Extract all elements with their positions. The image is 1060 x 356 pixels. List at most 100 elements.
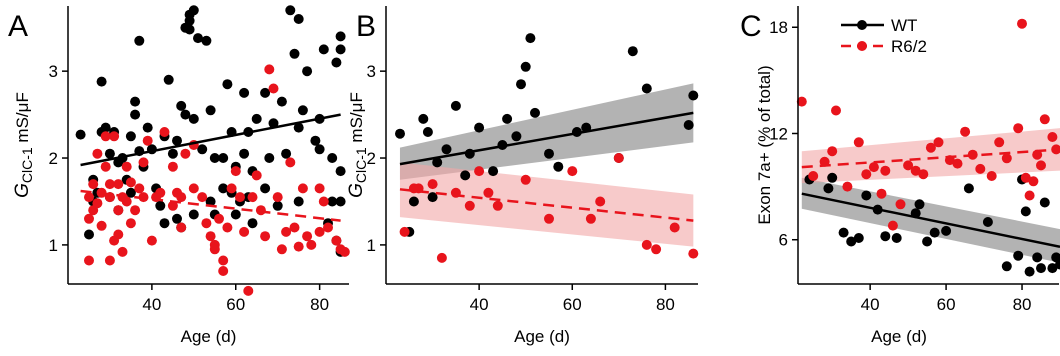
fit-line-wt (801, 192, 1060, 249)
point-r62 (272, 192, 283, 203)
point-r62 (218, 255, 229, 266)
point-wt (188, 113, 199, 124)
point-r62 (142, 135, 153, 146)
point-wt (180, 109, 191, 120)
point-wt (1001, 261, 1012, 272)
point-wt (314, 144, 325, 155)
point-r62 (239, 226, 250, 237)
point-wt (100, 122, 111, 133)
point-r62 (994, 137, 1005, 148)
point-r62 (910, 165, 921, 176)
point-wt (891, 233, 902, 243)
point-r62 (109, 131, 120, 142)
point-wt (460, 170, 471, 181)
point-wt (922, 236, 933, 247)
y-axis-label: Exon 7a+ (% of total) (755, 65, 774, 224)
point-wt (268, 118, 279, 129)
point-r62 (918, 169, 929, 180)
panel-b: 40 60 80 1 2 3 Age (d) GClC-1 mS/μF B (346, 6, 699, 346)
point-r62 (243, 285, 254, 296)
point-wt (293, 14, 304, 24)
point-wt (222, 79, 233, 90)
legend-wt-label: WT (891, 16, 917, 35)
point-r62 (285, 157, 296, 168)
point-r62 (104, 255, 115, 266)
point-wt (335, 44, 346, 55)
point-r62 (314, 183, 325, 194)
point-r62 (247, 192, 258, 203)
point-wt (205, 105, 216, 116)
point-r62 (887, 220, 898, 231)
panel-letter: B (356, 10, 376, 43)
point-r62 (205, 231, 216, 242)
point-wt (880, 231, 891, 242)
panel-c: 40 60 80 6 12 18 Age (d) Exon 7a+ (% of total) C (740, 6, 1060, 346)
point-wt (289, 48, 300, 59)
y-tick-label: 2 (367, 149, 376, 168)
x-axis-label: Age (d) (514, 327, 570, 346)
point-wt (130, 96, 141, 107)
point-r62 (84, 255, 94, 266)
x-tick-label: 40 (470, 295, 489, 314)
point-r62 (831, 105, 841, 116)
point-r62 (155, 187, 166, 198)
confidence-band-wt (399, 83, 694, 180)
point-r62 (302, 231, 313, 242)
point-r62 (180, 148, 191, 159)
point-r62 (880, 165, 891, 176)
point-r62 (159, 127, 170, 137)
panel-a: 40 60 80 1 2 3 Age (d) GClC-1 mS/μF A (8, 5, 350, 346)
point-wt (1024, 266, 1035, 277)
point-wt (516, 79, 526, 90)
point-r62 (925, 142, 936, 153)
point-r62 (255, 205, 266, 216)
point-wt (683, 120, 694, 130)
point-wt (104, 148, 115, 159)
point-r62 (214, 213, 224, 224)
point-wt (310, 135, 321, 146)
point-wt (1020, 206, 1031, 217)
point-r62 (306, 239, 317, 250)
point-r62 (331, 235, 342, 246)
point-r62 (125, 218, 136, 229)
point-r62 (464, 200, 475, 211)
point-r62 (641, 239, 652, 250)
point-wt (176, 100, 187, 111)
point-wt (846, 236, 857, 247)
point-r62 (1032, 149, 1043, 160)
y-tick-label: 1 (367, 236, 376, 255)
y-tick-label: 3 (49, 62, 58, 81)
legend-r62-marker (857, 41, 867, 51)
point-r62 (230, 166, 241, 177)
point-r62 (92, 148, 103, 159)
point-wt (450, 100, 461, 111)
point-r62 (688, 248, 699, 259)
point-wt (941, 225, 952, 236)
point-r62 (399, 226, 410, 237)
point-r62 (1028, 176, 1039, 187)
point-wt (293, 196, 304, 207)
point-wt (525, 33, 536, 44)
point-r62 (876, 188, 887, 199)
point-r62 (197, 192, 208, 203)
point-wt (285, 5, 296, 16)
panel-letter: C (740, 10, 762, 43)
point-r62 (492, 200, 503, 211)
point-wt (914, 199, 925, 210)
point-wt (827, 172, 838, 183)
point-r62 (1017, 18, 1027, 29)
point-wt (553, 161, 564, 172)
x-axis-label: Age (d) (871, 327, 927, 346)
point-wt (1032, 252, 1043, 263)
point-r62 (323, 222, 333, 233)
point-r62 (1047, 132, 1058, 142)
point-wt (530, 107, 540, 118)
point-wt (474, 122, 485, 133)
point-r62 (264, 64, 275, 75)
point-wt (293, 122, 304, 133)
point-wt (84, 229, 94, 240)
fit-line-r62 (801, 148, 1060, 169)
point-wt (627, 46, 638, 57)
point-r62 (595, 196, 606, 207)
point-r62 (289, 222, 300, 233)
